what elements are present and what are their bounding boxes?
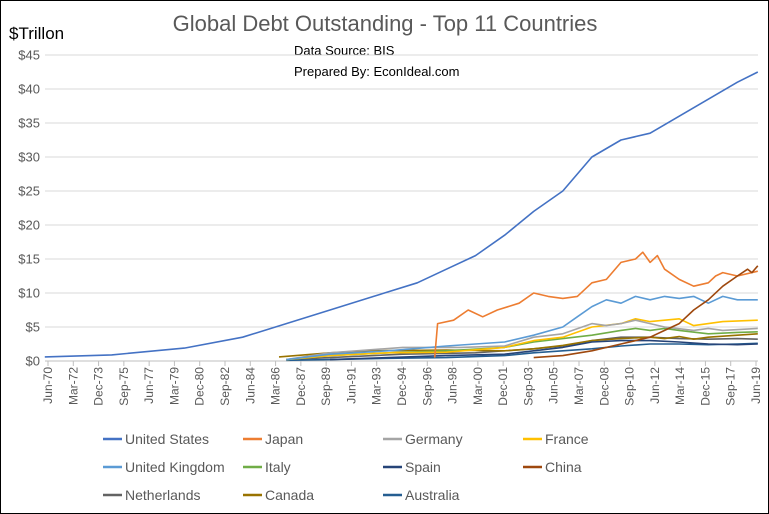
x-tick-label: Mar-79 <box>167 367 181 405</box>
legend-label-united-kingdom: United Kingdom <box>125 459 225 475</box>
x-tick-label: Sep-75 <box>117 367 131 406</box>
legend-label-france: France <box>545 431 589 447</box>
x-tick-label: Sep-96 <box>420 367 434 406</box>
x-tick-label: Dec-94 <box>395 367 409 406</box>
prepared-by-note: Prepared By: EconIdeal.com <box>294 64 459 79</box>
series-lines <box>44 71 759 362</box>
x-tick-label: Sep-03 <box>521 367 535 406</box>
series-line-japan <box>433 251 758 358</box>
y-tick-label: $10 <box>18 286 40 301</box>
legend-label-canada: Canada <box>265 487 314 503</box>
y-tick-label: $5 <box>26 320 40 335</box>
x-tick-label: Jun-70 <box>41 367 55 404</box>
y-tick-label: $40 <box>18 82 40 97</box>
x-tick-label: Sep-89 <box>319 367 333 406</box>
legend-label-spain: Spain <box>405 459 441 475</box>
x-tick-label: Mar-00 <box>471 367 485 405</box>
series-line-china <box>533 265 759 359</box>
x-tick-label: Jun-91 <box>344 367 358 404</box>
legend-label-china: China <box>545 459 582 475</box>
series-line-united-states <box>44 71 759 358</box>
series-line-spain <box>329 339 758 361</box>
x-tick-label: Mar-72 <box>66 367 80 405</box>
series-line-canada <box>278 333 758 358</box>
x-tick-label: Sep-10 <box>623 367 637 406</box>
y-tick-label: $25 <box>18 184 40 199</box>
x-tick-label: Sep-82 <box>218 367 232 406</box>
x-tick-label: Dec-01 <box>496 367 510 406</box>
x-tick-label: Dec-15 <box>698 367 712 406</box>
x-tick-label: Jun-12 <box>648 367 662 404</box>
y-tick-label: $20 <box>18 218 40 233</box>
x-tick-label: Dec-73 <box>92 367 106 406</box>
series-line-australia <box>286 342 758 362</box>
y-tick-label: $45 <box>18 48 40 63</box>
series-line-germany <box>286 319 758 361</box>
y-tick-label: $30 <box>18 150 40 165</box>
chart-title: Global Debt Outstanding - Top 11 Countri… <box>173 11 598 36</box>
x-tick-label: Mar-86 <box>269 367 283 405</box>
x-tick-label: Jun-84 <box>243 367 257 404</box>
y-axis-label: $Trillon <box>9 24 64 43</box>
y-tick-label: $0 <box>26 354 40 369</box>
x-tick-label: Jun-19 <box>749 367 763 404</box>
legend-label-netherlands: Netherlands <box>125 487 201 503</box>
data-source-note: Data Source: BIS <box>294 43 395 58</box>
legend-label-italy: Italy <box>265 459 291 475</box>
x-tick-label: Dec-08 <box>597 367 611 406</box>
y-axis-ticks: $0 $5 $10 $15 $20 $25 $30 $35 $40 $45 <box>18 48 40 369</box>
y-tick-label: $15 <box>18 252 40 267</box>
x-tick-label: Dec-87 <box>294 367 308 406</box>
legend-label-japan: Japan <box>265 431 303 447</box>
x-tick-label: Jun-98 <box>446 367 460 404</box>
legend-label-australia: Australia <box>405 487 460 503</box>
x-tick-label: Sep-17 <box>724 367 738 406</box>
gridlines <box>45 54 758 362</box>
legend-label-germany: Germany <box>405 431 463 447</box>
x-tick-label: Dec-80 <box>193 367 207 406</box>
legend: United States Japan Germany France United Ki… <box>103 431 589 503</box>
legend-label-united-states: United States <box>125 431 209 447</box>
x-tick-label: Mar-93 <box>370 367 384 405</box>
x-tick-label: Jun-77 <box>142 367 156 404</box>
x-axis-ticks: Jun-70 Mar-72 Dec-73 Sep-75 Jun-77 Mar-79 Dec-… <box>41 361 763 406</box>
x-tick-label: Mar-14 <box>673 367 687 405</box>
x-tick-label: Mar-07 <box>572 367 586 405</box>
x-tick-label: Jun-05 <box>547 367 561 404</box>
y-tick-label: $35 <box>18 116 40 131</box>
